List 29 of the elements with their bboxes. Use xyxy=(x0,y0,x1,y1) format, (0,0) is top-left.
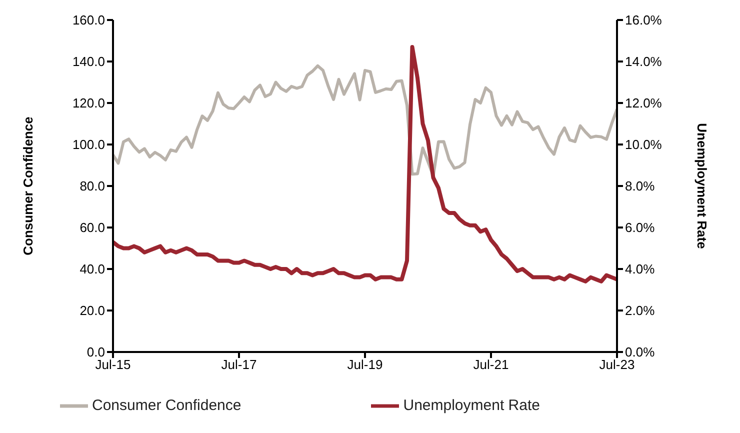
y2-tick-label: 8.0% xyxy=(625,178,656,194)
x-tick-label: Jul-19 xyxy=(347,357,383,372)
y2-tick-label: 4.0% xyxy=(625,262,656,277)
x-tick-label: Jul-23 xyxy=(599,357,635,372)
y2-tick-label: 12.0% xyxy=(625,96,662,111)
y2-tick-label: 0.0% xyxy=(625,344,656,360)
y-tick-label: 80.0 xyxy=(80,178,105,194)
y2-tick-label: 6.0% xyxy=(625,220,656,236)
y2-tick-label: 14.0% xyxy=(625,54,662,70)
y-tick-label: 40.0 xyxy=(80,262,105,277)
y-tick-label: 120.0 xyxy=(72,96,105,111)
line-series xyxy=(113,64,617,178)
legend-label: Consumer Confidence xyxy=(92,396,242,414)
y-axis-title: Consumer Confidence xyxy=(20,116,36,256)
y2-tick-label: 10.0% xyxy=(625,137,662,152)
x-tick-label: Jul-21 xyxy=(473,357,509,372)
y-tick-label: 160.0 xyxy=(72,12,105,28)
y2-tick-label: 16.0% xyxy=(625,12,662,28)
y-tick-label: 60.0 xyxy=(80,220,105,236)
legend-label: Unemployment Rate xyxy=(403,396,540,414)
y2-tick-label: 2.0% xyxy=(625,303,656,318)
y2-axis-title: Unemployment Rate xyxy=(694,123,710,249)
y-tick-label: 100.0 xyxy=(72,137,105,152)
x-tick-label: Jul-17 xyxy=(221,357,257,372)
y-tick-label: 20.0 xyxy=(80,303,105,318)
y-tick-label: 140.0 xyxy=(72,54,105,70)
x-tick-label: Jul-15 xyxy=(95,357,131,372)
y-tick-label: 0.0 xyxy=(86,344,105,360)
line-series xyxy=(113,44,617,284)
